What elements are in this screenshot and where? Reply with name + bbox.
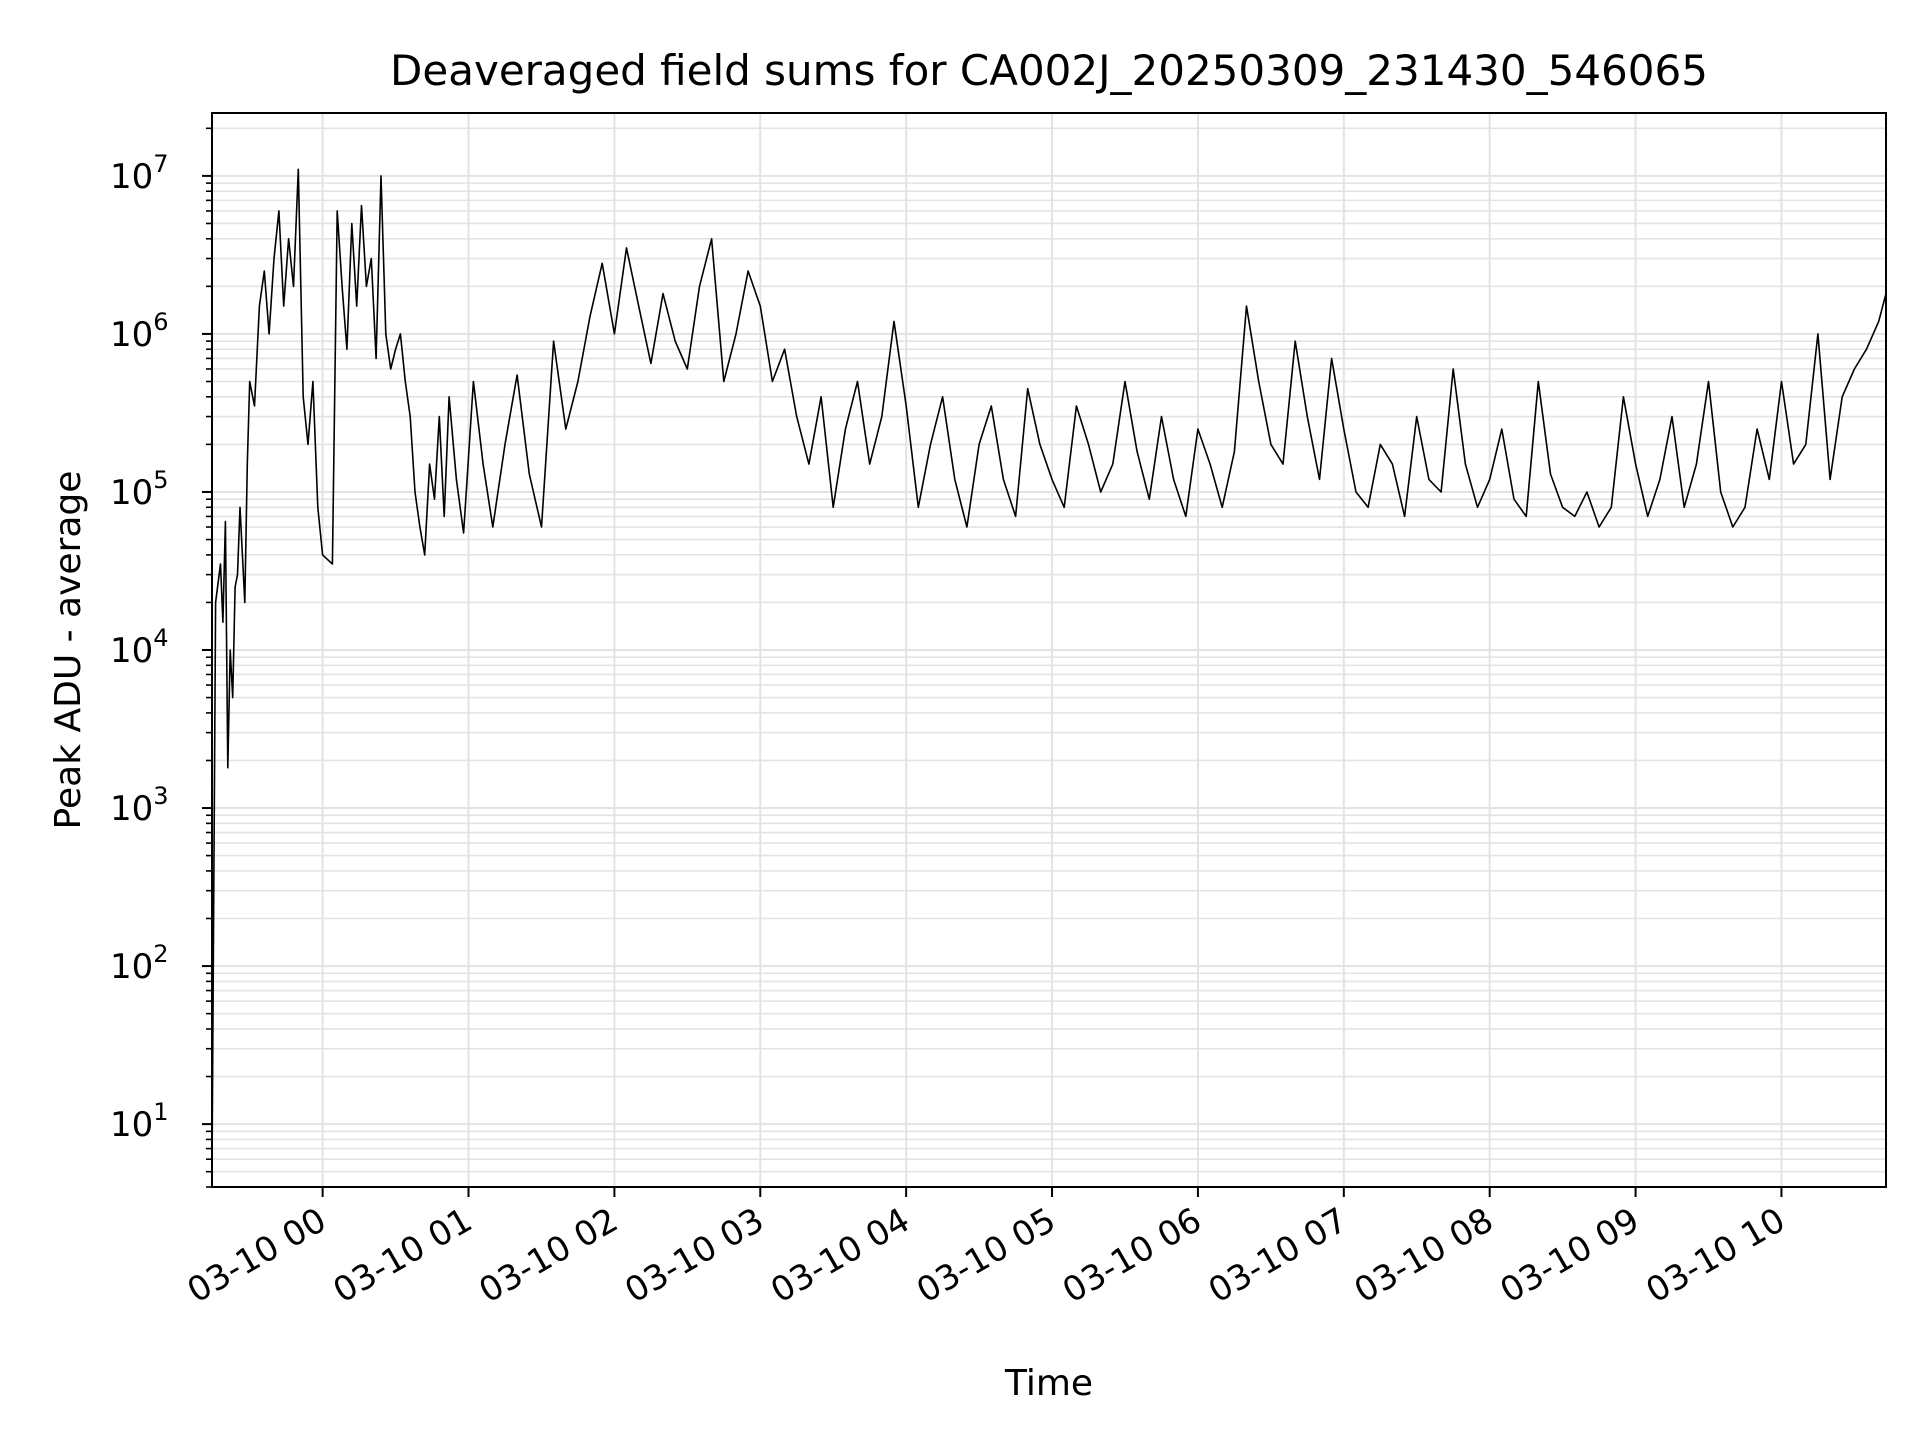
chart-title: Deaveraged field sums for CA002J_2025030…: [390, 46, 1708, 95]
y-axis-ticks: 101 102 103 104 105 106 107: [110, 127, 212, 1188]
y-tick-label: 105: [110, 466, 169, 513]
y-tick-label: 104: [110, 624, 169, 671]
y-tick-label: 102: [110, 940, 169, 987]
y-tick-label: 103: [110, 782, 169, 829]
y-tick-label: 106: [110, 308, 169, 355]
x-axis-label: Time: [1004, 1363, 1093, 1404]
y-axis-label: Peak ADU - average: [48, 471, 89, 830]
series-line-group: [211, 168, 1887, 1172]
grid: [212, 113, 1886, 1188]
y-tick-label: 101: [110, 1098, 169, 1145]
series-line: [211, 168, 1887, 1172]
y-tick-label: 107: [110, 150, 169, 197]
